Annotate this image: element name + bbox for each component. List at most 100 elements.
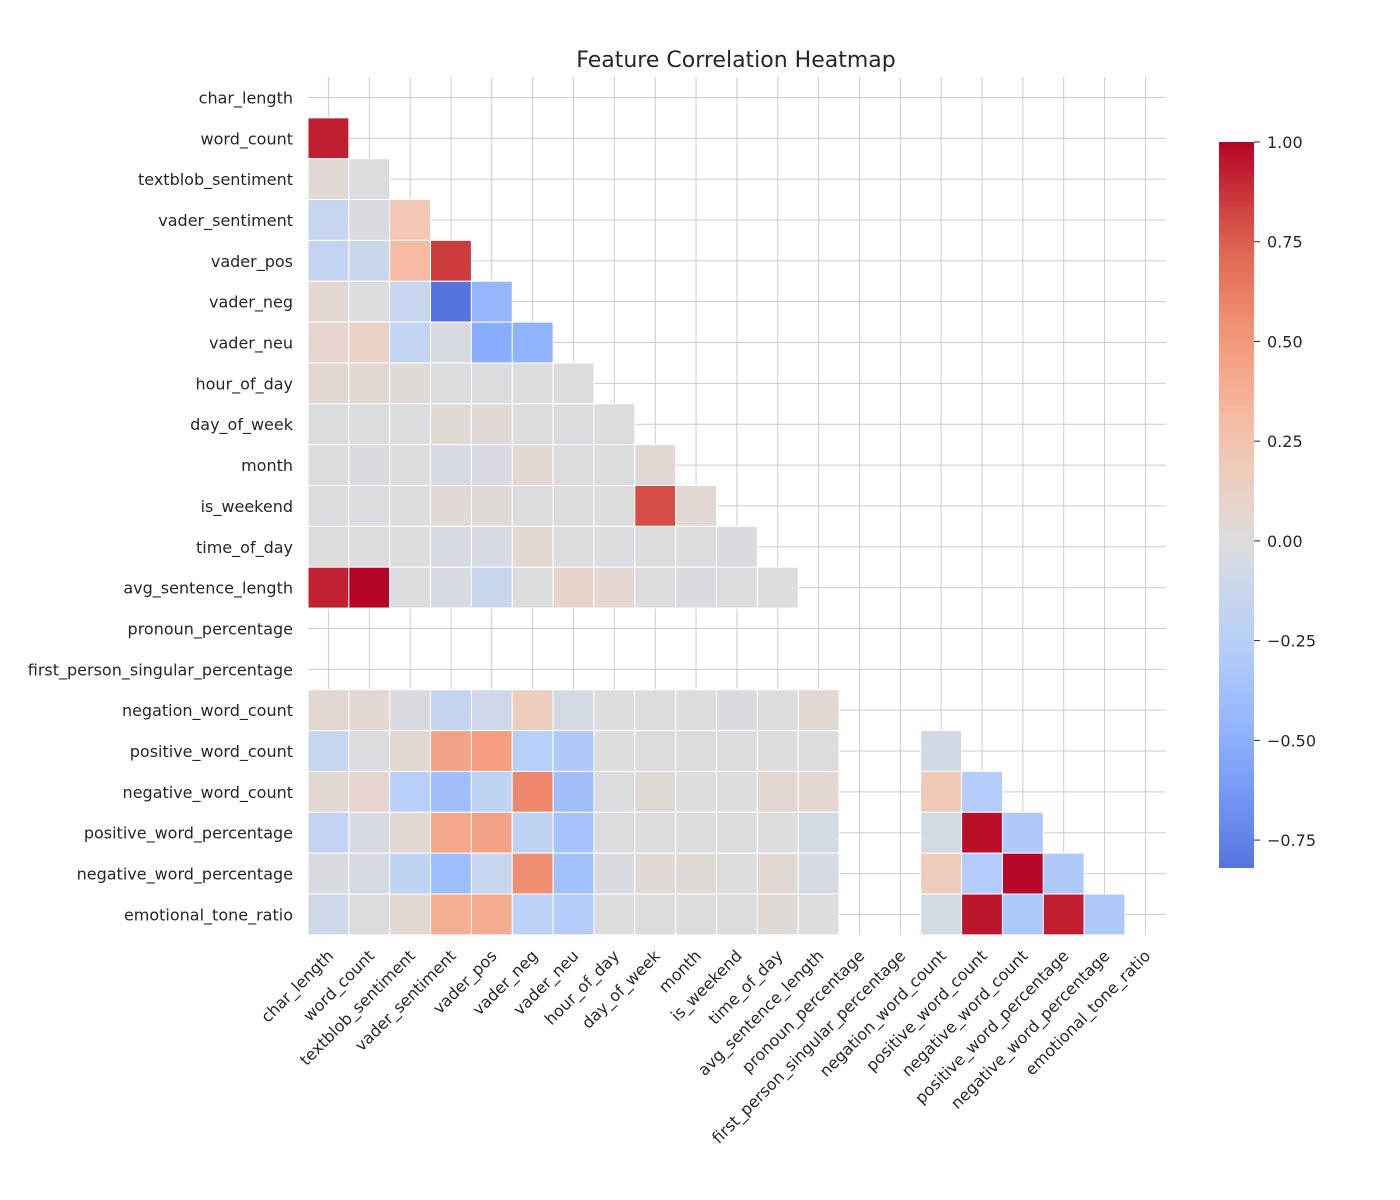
- y-tick-label: textblob_sentiment: [138, 170, 293, 190]
- heatmap-cell: [511, 321, 554, 364]
- heatmap-cell: [797, 689, 840, 732]
- heatmap-cell: [470, 525, 513, 568]
- heatmap-cell: [511, 689, 554, 732]
- heatmap-cell: [716, 730, 758, 772]
- heatmap-cell: [389, 239, 432, 282]
- heatmap-cell: [470, 852, 513, 895]
- colorbar-ticks: 1.00 0.75 0.50 0.25 0.00 −0.25 −0.50 −0.75: [1254, 133, 1316, 850]
- heatmap-cell: [552, 893, 595, 936]
- heatmap-cell: [389, 525, 432, 568]
- heatmap-cell: [307, 689, 350, 732]
- heatmap-cell: [430, 403, 472, 446]
- heatmap-cell: [348, 280, 391, 323]
- heatmap-cell: [552, 689, 595, 732]
- heatmap-cell: [961, 893, 1003, 936]
- heatmap-cell: [552, 403, 595, 446]
- heatmap-cells: [307, 117, 1126, 936]
- heatmap-cell: [348, 730, 391, 772]
- heatmap-cell: [634, 852, 677, 895]
- heatmap-cell: [675, 525, 718, 568]
- heatmap-cell: [307, 362, 350, 405]
- heatmap-cell: [1001, 852, 1044, 895]
- colorbar-tick-label: 0.75: [1267, 233, 1303, 252]
- heatmap-cell: [348, 362, 391, 405]
- colorbar-tick-label: 1.00: [1267, 133, 1303, 152]
- heatmap-cell: [593, 403, 636, 446]
- heatmap-cell: [511, 852, 554, 895]
- heatmap-cell: [511, 362, 554, 405]
- heatmap-cell: [348, 770, 391, 813]
- heatmap-cell: [675, 730, 718, 772]
- heatmap-cell: [716, 525, 758, 568]
- heatmap-cell: [511, 525, 554, 568]
- heatmap-cell: [552, 730, 595, 772]
- heatmap-cell: [430, 770, 472, 813]
- y-tick-label: negative_word_percentage: [77, 865, 293, 885]
- heatmap-cell: [1083, 893, 1126, 936]
- heatmap-cell: [389, 321, 432, 364]
- heatmap-cell: [634, 730, 677, 772]
- heatmap-cell: [389, 770, 432, 813]
- heatmap-cell: [634, 893, 677, 936]
- colorbar-tick-label: −0.50: [1267, 731, 1316, 750]
- heatmap-cell: [756, 730, 799, 772]
- heatmap-cell: [307, 117, 350, 160]
- heatmap-cell: [348, 199, 391, 241]
- heatmap-cell: [634, 689, 677, 732]
- heatmap-cell: [389, 811, 432, 854]
- y-tick-label: vader_neg: [209, 293, 293, 313]
- heatmap-cell: [430, 362, 472, 405]
- y-tick-label: hour_of_day: [196, 374, 294, 394]
- heatmap-cell: [389, 485, 432, 527]
- heatmap-cell: [716, 852, 758, 895]
- colorbar-tick-label: 0.50: [1267, 332, 1303, 351]
- heatmap-cell: [716, 770, 758, 813]
- heatmap-cell: [634, 485, 677, 527]
- heatmap-cell: [389, 566, 432, 609]
- heatmap-cell: [511, 770, 554, 813]
- heatmap-cell: [1042, 852, 1085, 895]
- heatmap-cell: [348, 525, 391, 568]
- heatmap-cell: [797, 893, 840, 936]
- y-tick-label: is_weekend: [201, 497, 293, 517]
- heatmap-cell: [348, 689, 391, 732]
- heatmap-cell: [430, 852, 472, 895]
- heatmap-cell: [797, 811, 840, 854]
- y-tick-label: pronoun_percentage: [128, 619, 293, 639]
- heatmap-cell: [797, 770, 840, 813]
- heatmap-cell: [470, 730, 513, 772]
- heatmap-cell: [593, 770, 636, 813]
- heatmap-cell: [307, 239, 350, 282]
- y-tick-label: vader_sentiment: [158, 211, 293, 231]
- colorbar-tick-label: −0.25: [1267, 632, 1316, 651]
- heatmap-cell: [716, 811, 758, 854]
- heatmap-cell: [430, 239, 472, 282]
- heatmap-cell: [552, 566, 595, 609]
- y-tick-label: month: [241, 456, 293, 475]
- heatmap-cell: [756, 770, 799, 813]
- heatmap-cell: [756, 893, 799, 936]
- heatmap-cell: [961, 852, 1003, 895]
- heatmap-cell: [1001, 893, 1044, 936]
- y-tick-label: day_of_week: [190, 415, 294, 435]
- heatmap-cell: [348, 403, 391, 446]
- colorbar-tick-label: −0.75: [1267, 831, 1316, 850]
- heatmap-cell: [675, 893, 718, 936]
- heatmap-cell: [511, 444, 554, 486]
- heatmap-cell: [920, 893, 963, 936]
- heatmap-cell: [389, 199, 432, 241]
- heatmap-cell: [1001, 811, 1044, 854]
- heatmap-cell: [348, 239, 391, 282]
- y-tick-label: vader_pos: [211, 252, 293, 272]
- heatmap-cell: [430, 280, 472, 323]
- heatmap-cell: [756, 811, 799, 854]
- heatmap-cell: [307, 811, 350, 854]
- x-tick-labels: char_lengthword_counttextblob_sentimentv…: [257, 946, 1155, 1148]
- heatmap-cell: [348, 485, 391, 527]
- heatmap-cell: [634, 770, 677, 813]
- heatmap-cell: [593, 893, 636, 936]
- heatmap-cell: [430, 525, 472, 568]
- heatmap-cell: [348, 566, 391, 609]
- heatmap-cell: [593, 485, 636, 527]
